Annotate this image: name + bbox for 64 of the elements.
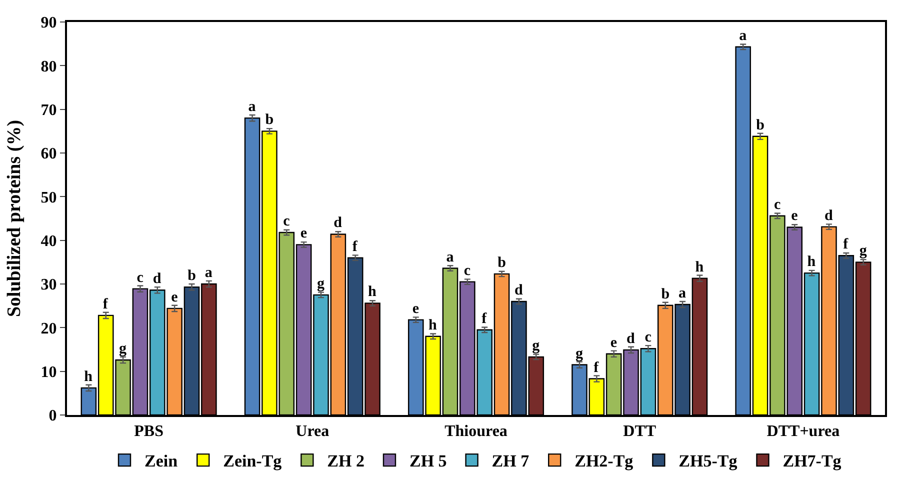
data-label: b [498,254,506,271]
y-tick-label: 90 [40,14,57,32]
y-tick-label: 60 [40,146,57,163]
data-label: d [514,282,524,298]
data-label: h [84,368,94,385]
data-label: e [791,208,798,224]
data-label: c [464,262,471,279]
y-tick-label: 50 [40,189,57,206]
y-tick-label: 20 [40,320,57,338]
legend-label: ZH 5 [409,452,447,471]
data-label: e [171,289,178,306]
y-tick-label: 40 [40,232,57,250]
data-label: c [644,330,652,346]
data-label: c [283,213,290,230]
data-label: b [265,112,274,128]
legend-label: ZH 2 [327,452,364,471]
data-label: b [661,286,670,302]
data-label: f [102,296,109,312]
data-label: h [368,284,378,300]
data-label: d [152,271,162,288]
data-label: d [334,215,343,232]
data-label: b [756,117,764,134]
y-tick-label: 0 [48,408,57,425]
legend-label: Zein [144,452,178,471]
legend-label: ZH7-Tg [782,452,842,471]
data-label: f [843,236,850,253]
x-tick-label: Urea [296,423,330,440]
data-label: d [824,208,834,224]
y-tick-label: 80 [40,58,57,76]
data-label: a [678,286,687,302]
data-label: h [695,259,704,276]
data-label: e [300,226,308,242]
data-label: f [352,238,358,255]
data-label: e [412,300,420,317]
legend-label: ZH2-Tg [574,452,634,471]
legend-label: Zein-Tg [223,452,282,471]
y-tick-label: 10 [40,364,57,381]
data-label: g [119,340,128,357]
data-label: e [610,334,618,351]
y-tick-label: 70 [40,102,57,119]
data-label: d [626,330,636,347]
data-label: h [428,317,438,334]
data-label: f [594,360,600,376]
data-label: a [739,28,748,44]
data-label: g [575,346,584,362]
x-tick-label: Thiourea [444,423,508,440]
data-label: f [482,310,488,327]
data-label: c [774,196,781,213]
data-label: g [532,338,540,354]
data-label: c [136,270,144,286]
y-tick-label: 30 [40,276,57,294]
data-label: a [248,99,256,116]
x-tick-label: DTT+urea [766,423,840,440]
legend-label: ZH 7 [492,452,530,471]
legend-label: ZH5-Tg [678,452,738,471]
data-label: a [446,249,454,266]
data-label: a [204,265,213,281]
y-axis-title: Solubilized proteins (%) [4,120,26,318]
data-label: b [188,268,196,284]
x-tick-label: DTT [623,423,656,440]
x-tick-label: PBS [134,423,164,440]
data-label: g [316,276,325,292]
data-label: g [859,243,868,260]
data-label: h [807,254,816,270]
